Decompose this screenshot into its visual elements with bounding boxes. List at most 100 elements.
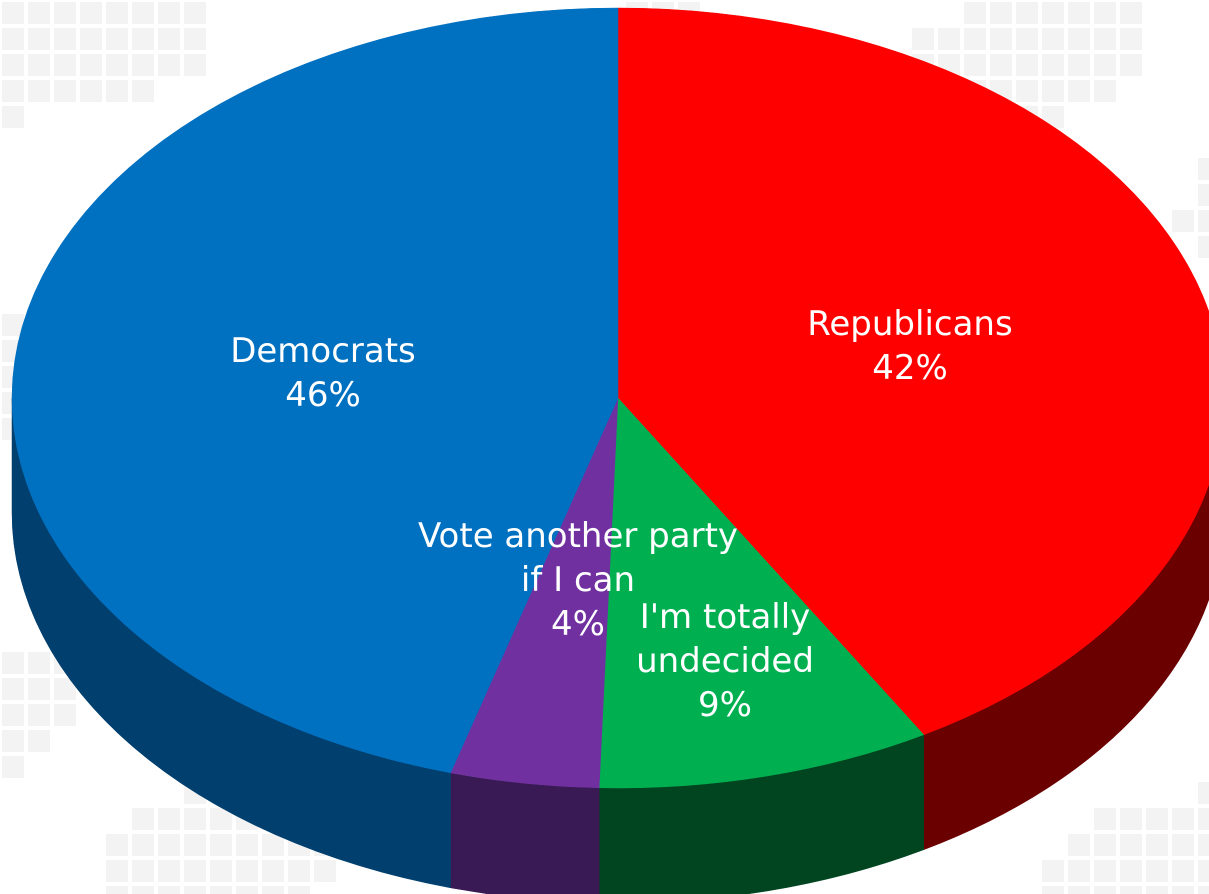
background-tile [1068, 860, 1090, 882]
background-tile [1016, 54, 1038, 76]
background-tile [1042, 2, 1064, 24]
background-tile [158, 860, 180, 882]
background-tile [54, 54, 76, 76]
background-tile [1146, 860, 1168, 882]
background-tile [990, 54, 1012, 76]
background-tile [1094, 886, 1116, 894]
background-tile [1068, 54, 1090, 76]
background-tile [2, 28, 24, 50]
background-tile [132, 80, 154, 102]
background-tile [28, 80, 50, 102]
background-tile [262, 834, 284, 856]
background-tile [1042, 860, 1064, 882]
background-tile [1042, 886, 1064, 894]
background-tile [28, 2, 50, 24]
pie-label-democrats: Democrats 46% [230, 331, 416, 415]
pie-label-percent: 4% [551, 604, 605, 644]
background-tile [288, 860, 310, 882]
background-tile [1016, 28, 1038, 50]
background-tile [132, 2, 154, 24]
background-tile [54, 2, 76, 24]
background-tile [132, 808, 154, 830]
background-tile [1198, 184, 1209, 206]
pie-sides [11, 397, 1209, 894]
background-tile [28, 652, 50, 674]
background-tile [132, 834, 154, 856]
background-tile [106, 886, 128, 894]
background-tile [132, 886, 154, 894]
pie-label-republicans: Republicans 42% [807, 304, 1012, 388]
background-tile [1198, 158, 1209, 180]
background-tile [106, 54, 128, 76]
background-tile [1172, 886, 1194, 894]
background-tile [184, 808, 206, 830]
background-tile [80, 2, 102, 24]
background-tile [132, 54, 154, 76]
pie-tops [11, 7, 1209, 789]
background-tile [1120, 54, 1142, 76]
background-tile [158, 54, 180, 76]
background-tile [236, 860, 258, 882]
background-tile [1172, 834, 1194, 856]
background-tile [1068, 886, 1090, 894]
background-tile [912, 28, 934, 50]
background-tile [2, 106, 24, 128]
background-tile [1198, 834, 1209, 856]
background-tile [990, 2, 1012, 24]
background-tile [210, 860, 232, 882]
background-tile [1120, 886, 1142, 894]
pie-label-percent: 42% [872, 348, 948, 388]
background-tile [2, 54, 24, 76]
background-tile [158, 28, 180, 50]
background-tile [106, 80, 128, 102]
background-tile [236, 834, 258, 856]
pie-label-category: Democrats [230, 331, 416, 371]
background-tile [1120, 860, 1142, 882]
background-tile [2, 652, 24, 674]
background-tile [1146, 886, 1168, 894]
background-tile [210, 886, 232, 894]
background-tile [54, 80, 76, 102]
pie-label-category: Republicans [807, 304, 1012, 344]
pie-slice-i-m-totally-undecided [598, 397, 925, 789]
background-tile [1094, 834, 1116, 856]
background-tile [106, 2, 128, 24]
background-tile [28, 54, 50, 76]
background-tile [1094, 80, 1116, 102]
background-tile [990, 28, 1012, 50]
background-tile [262, 886, 284, 894]
background-tile [1146, 834, 1168, 856]
background-tile [54, 704, 76, 726]
background-tile [314, 860, 336, 882]
background-tile [80, 28, 102, 50]
background-tile [106, 860, 128, 882]
background-tile [158, 886, 180, 894]
background-tile [1172, 210, 1194, 232]
background-tile [106, 834, 128, 856]
background-tile [80, 80, 102, 102]
background-tile [2, 678, 24, 700]
background-tile [1068, 80, 1090, 102]
pie-labels: Republicans 42%I'm totally undecided 9%Vote… [230, 304, 1013, 725]
background-tile [158, 2, 180, 24]
background-tile [184, 28, 206, 50]
background-tile [106, 28, 128, 50]
background-tile [210, 808, 232, 830]
pie-label-category: I'm totally [640, 597, 811, 637]
background-tile [1068, 2, 1090, 24]
background-tile [1042, 28, 1064, 50]
background-tile [1198, 886, 1209, 894]
background-tile [1016, 2, 1038, 24]
background-tile [184, 54, 206, 76]
background-tile [184, 834, 206, 856]
background-tile [1042, 54, 1064, 76]
background-tile [1094, 2, 1116, 24]
pie-label-i-m-totally-undecided: I'm totally undecided 9% [636, 597, 814, 725]
pie-slice-democrats [11, 7, 619, 774]
background-tile [262, 860, 284, 882]
background-tile [184, 2, 206, 24]
background-tile [1094, 54, 1116, 76]
background-tile [2, 730, 24, 752]
